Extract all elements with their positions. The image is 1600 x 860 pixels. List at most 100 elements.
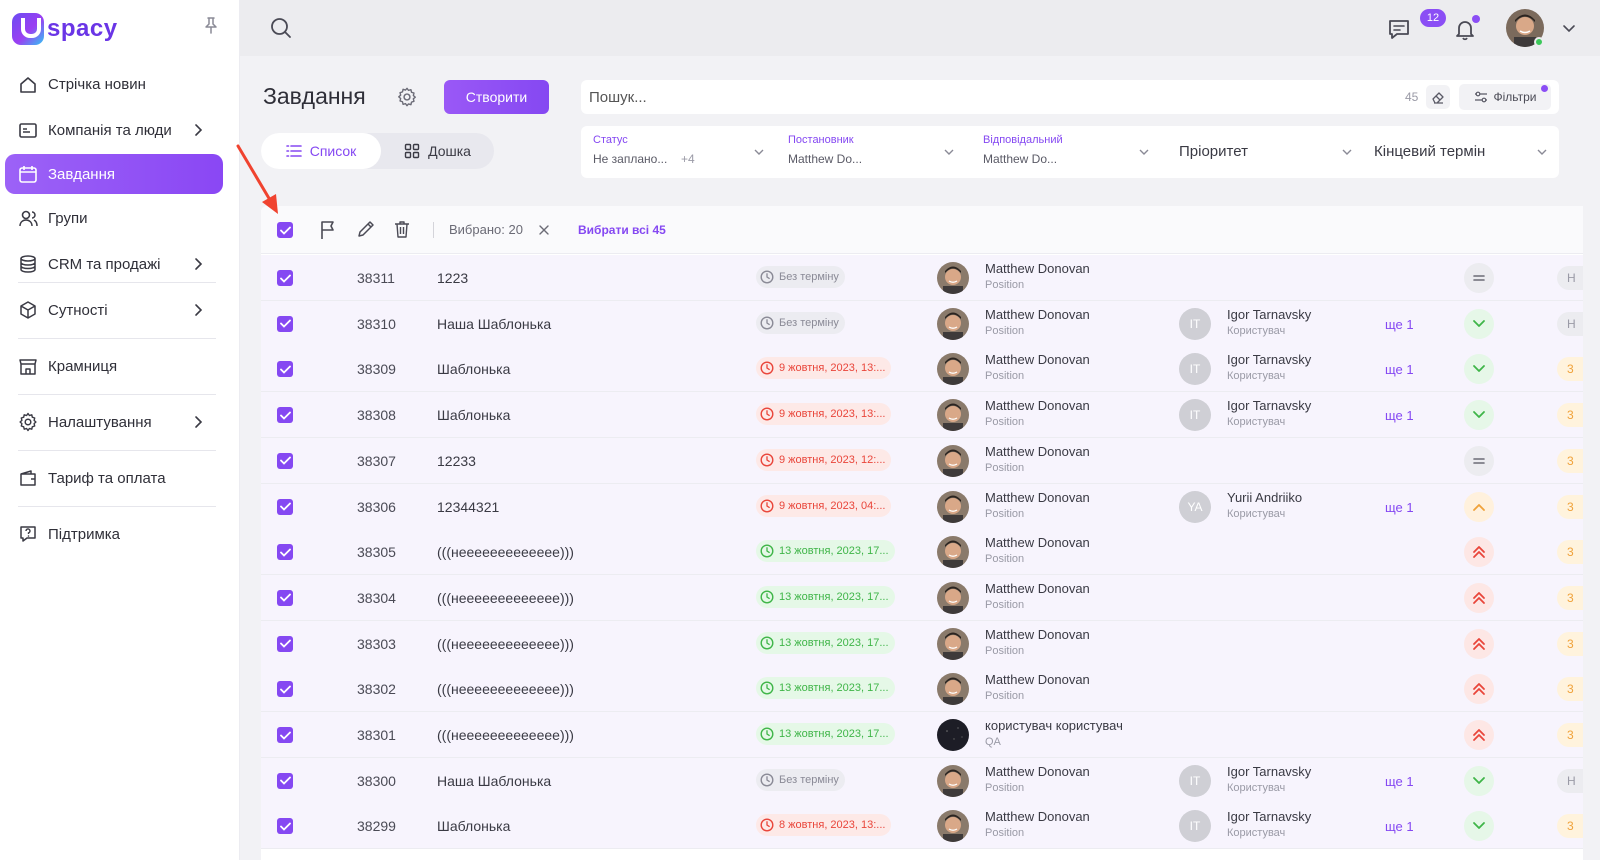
task-name[interactable]: Шаблонька: [437, 361, 511, 378]
status-badge[interactable]: 3: [1557, 540, 1583, 565]
responsible-avatar[interactable]: IT: [1179, 353, 1211, 386]
status-badge[interactable]: 3: [1557, 723, 1583, 747]
status-filter-select[interactable]: Статус Не заплано... +4: [583, 130, 773, 174]
deadline-badge[interactable]: Без терміну: [756, 311, 845, 334]
task-name[interactable]: 12233: [437, 452, 476, 469]
sidebar-item[interactable]: Підтримка: [5, 514, 223, 554]
table-row[interactable]: 38311 1223 Без терміну Matthew Donovan Posit…: [261, 255, 1583, 301]
sidebar-item[interactable]: Завдання: [5, 154, 223, 194]
row-checkbox[interactable]: [277, 589, 293, 606]
create-task-button[interactable]: Створити: [444, 80, 549, 114]
author-avatar[interactable]: [937, 810, 969, 843]
row-checkbox[interactable]: [277, 818, 293, 835]
deadline-badge[interactable]: 9 жовтня, 2023, 12:...: [756, 448, 892, 471]
deadline-badge[interactable]: 13 жовтня, 2023, 17...: [756, 585, 895, 608]
row-checkbox[interactable]: [277, 407, 293, 424]
author-name[interactable]: Matthew Donovan: [985, 763, 1090, 779]
responsible-name[interactable]: Igor Tarnavsky: [1227, 398, 1312, 414]
responsible-avatar[interactable]: YA: [1179, 490, 1211, 523]
search-icon[interactable]: [270, 17, 292, 42]
eraser-icon[interactable]: [1426, 85, 1450, 109]
author-avatar[interactable]: [937, 673, 969, 706]
deadline-badge[interactable]: 13 жовтня, 2023, 17...: [756, 723, 895, 745]
author-avatar[interactable]: [937, 764, 969, 797]
responsible-filter-select[interactable]: Відповідальний Matthew Do...: [973, 130, 1158, 174]
row-checkbox[interactable]: [277, 772, 293, 789]
task-name[interactable]: Шаблонька: [437, 407, 511, 424]
task-name[interactable]: (((неееееееееееее))): [437, 544, 574, 561]
task-settings-icon[interactable]: [396, 86, 418, 108]
row-checkbox[interactable]: [277, 315, 293, 332]
deadline-badge[interactable]: Без терміну: [756, 768, 845, 791]
priority-badge[interactable]: [1464, 263, 1494, 293]
delete-icon[interactable]: [394, 220, 410, 241]
priority-badge[interactable]: [1464, 308, 1494, 339]
select-all-checkbox[interactable]: [277, 222, 293, 238]
task-name[interactable]: (((неееееееееееее))): [437, 727, 574, 743]
row-checkbox[interactable]: [277, 727, 293, 743]
responsible-avatar[interactable]: IT: [1179, 399, 1211, 432]
author-avatar[interactable]: [937, 719, 969, 751]
sidebar-item[interactable]: CRM та продажі: [5, 244, 223, 284]
priority-badge[interactable]: [1464, 537, 1494, 568]
status-badge[interactable]: 3: [1557, 448, 1583, 473]
task-name[interactable]: (((неееееееееееее))): [437, 681, 574, 698]
row-checkbox[interactable]: [277, 452, 293, 469]
status-badge[interactable]: 3: [1557, 677, 1583, 702]
responsible-name[interactable]: Igor Tarnavsky: [1227, 352, 1312, 368]
author-name[interactable]: Matthew Donovan: [985, 261, 1090, 276]
chevron-down-icon[interactable]: [1562, 21, 1576, 38]
table-row[interactable]: 38302 (((неееееееееееее))) 13 жовтня, 2023…: [261, 666, 1583, 713]
author-name[interactable]: Matthew Donovan: [985, 352, 1090, 368]
status-badge[interactable]: 3: [1557, 403, 1583, 428]
deadline-badge[interactable]: 13 жовтня, 2023, 17...: [756, 540, 895, 563]
more-responsible-link[interactable]: ще 1: [1385, 316, 1414, 332]
table-row[interactable]: 38300 Наша Шаблонька Без терміну Matthew Do…: [261, 757, 1583, 804]
author-avatar[interactable]: [937, 399, 969, 432]
priority-badge[interactable]: [1464, 400, 1494, 431]
table-row[interactable]: 38310 Наша Шаблонька Без терміну Matthew Do…: [261, 300, 1583, 347]
table-row[interactable]: 38301 (((неееееееееееее))) 13 жовтня, 2023…: [261, 712, 1583, 758]
deadline-badge[interactable]: 13 жовтня, 2023, 17...: [756, 631, 895, 654]
task-name[interactable]: 12344321: [437, 498, 500, 515]
row-checkbox[interactable]: [277, 361, 293, 378]
deadline-badge[interactable]: 8 жовтня, 2023, 13:...: [756, 814, 892, 837]
author-avatar[interactable]: [937, 307, 969, 340]
deadline-badge[interactable]: 9 жовтня, 2023, 13:...: [756, 403, 892, 426]
pin-icon[interactable]: [200, 14, 222, 36]
priority-badge[interactable]: [1464, 628, 1494, 659]
author-avatar[interactable]: [937, 490, 969, 523]
author-avatar[interactable]: [937, 262, 969, 294]
table-row[interactable]: 38305 (((неееееееееееее))) 13 жовтня, 2023…: [261, 529, 1583, 576]
status-badge[interactable]: Н: [1557, 311, 1583, 336]
author-avatar[interactable]: [937, 353, 969, 386]
priority-badge[interactable]: [1464, 674, 1494, 705]
author-avatar[interactable]: [937, 536, 969, 569]
author-name[interactable]: Matthew Donovan: [985, 306, 1090, 322]
more-responsible-link[interactable]: ще 1: [1385, 499, 1414, 515]
priority-badge[interactable]: [1464, 765, 1494, 796]
author-name[interactable]: Matthew Donovan: [985, 580, 1090, 596]
status-badge[interactable]: 3: [1557, 357, 1583, 382]
responsible-name[interactable]: Igor Tarnavsky: [1227, 763, 1312, 779]
clear-selection-icon[interactable]: [538, 223, 550, 239]
table-row[interactable]: 38299 Шаблонька 8 жовтня, 2023, 13:... Matt…: [261, 803, 1583, 850]
priority-badge[interactable]: [1464, 445, 1494, 476]
table-row[interactable]: 38304 (((неееееееееееее))) 13 жовтня, 2023…: [261, 574, 1583, 621]
responsible-avatar[interactable]: IT: [1179, 307, 1211, 340]
sidebar-item[interactable]: Групи: [5, 198, 223, 238]
status-badge[interactable]: 3: [1557, 494, 1583, 519]
sidebar-item[interactable]: Компанія та люди: [5, 110, 223, 150]
status-badge[interactable]: 3: [1557, 585, 1583, 610]
status-badge[interactable]: Н: [1557, 768, 1583, 793]
author-name[interactable]: Matthew Donovan: [985, 443, 1090, 459]
author-name[interactable]: Matthew Donovan: [985, 489, 1090, 505]
task-name[interactable]: Шаблонька: [437, 818, 511, 835]
author-name[interactable]: Matthew Donovan: [985, 398, 1090, 414]
edit-icon[interactable]: [357, 220, 375, 241]
sidebar-item[interactable]: Стрічка новин: [5, 64, 223, 104]
row-checkbox[interactable]: [277, 498, 293, 515]
priority-badge[interactable]: [1464, 491, 1494, 522]
author-name[interactable]: Matthew Donovan: [985, 626, 1090, 642]
sidebar-item[interactable]: Крамниця: [5, 346, 223, 386]
